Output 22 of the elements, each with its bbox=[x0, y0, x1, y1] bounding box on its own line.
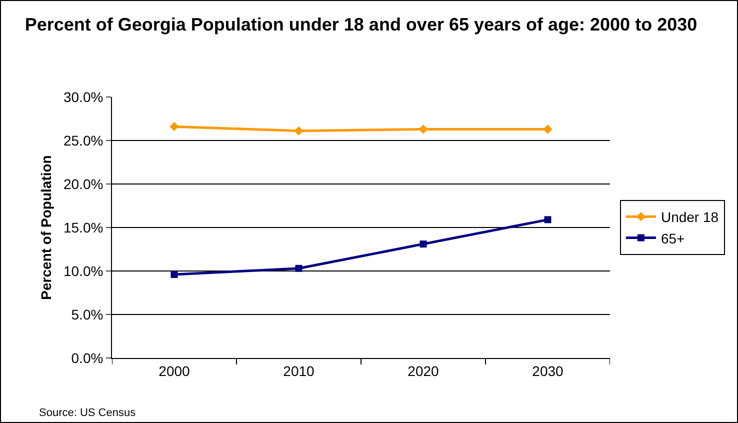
x-tick-label: 2000 bbox=[158, 362, 190, 379]
point bbox=[294, 126, 304, 136]
point bbox=[170, 270, 178, 278]
y-tick-label: 25.0% bbox=[63, 132, 104, 148]
point bbox=[420, 240, 427, 248]
y-tick-label: 20.0% bbox=[63, 176, 104, 192]
point bbox=[544, 216, 552, 224]
point bbox=[295, 264, 302, 272]
y-tick-label: 10.0% bbox=[63, 262, 104, 279]
x-tick-label: 2010 bbox=[283, 362, 315, 379]
legend-label: 65+ bbox=[660, 230, 685, 246]
point bbox=[170, 122, 179, 132]
chart-title: Percent of Georgia Population under 18 and over 65 years of age: 2000 to 2030 bbox=[24, 14, 698, 34]
y-tick-label: 30.0% bbox=[63, 88, 104, 105]
y-tick-label: 0.0% bbox=[71, 350, 104, 366]
source-note: Source: US Census bbox=[39, 407, 136, 419]
x-tick-label: 2020 bbox=[408, 362, 440, 379]
y-tick-label: 15.0% bbox=[63, 219, 104, 236]
y-axis-title: Percent of Population bbox=[38, 155, 54, 300]
y-tick-label: 5.0% bbox=[71, 306, 104, 322]
legend-label: Under 18 bbox=[660, 209, 719, 226]
x-tick-label: 2030 bbox=[532, 362, 564, 379]
